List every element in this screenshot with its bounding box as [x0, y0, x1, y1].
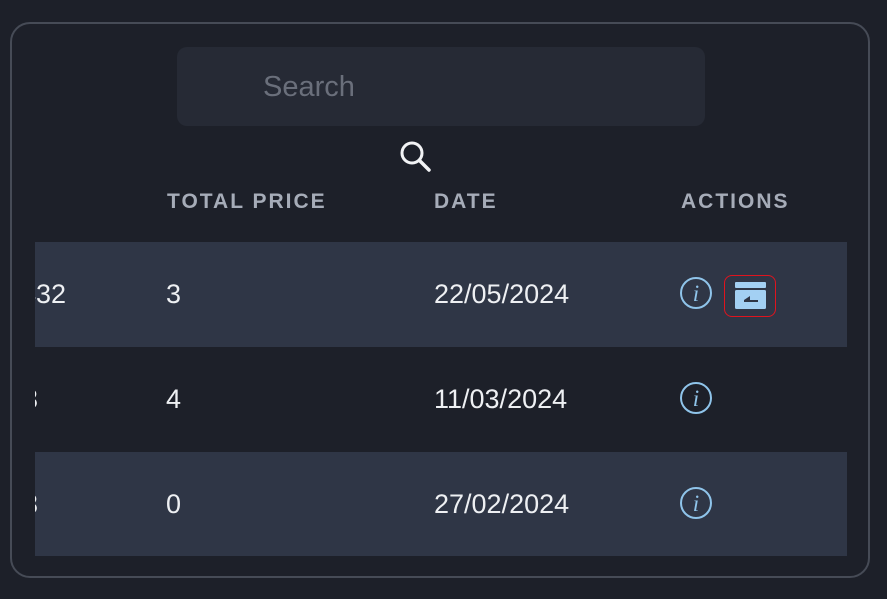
cell-total-price: 4 [166, 384, 182, 414]
info-icon[interactable]: i [680, 277, 712, 309]
cell-date: 22/05/2024 [434, 279, 570, 309]
orders-table: TOTAL PRICE DATE ACTIONS 432 3 22/05/202… [35, 170, 847, 556]
archive-button[interactable] [724, 275, 776, 317]
header-date[interactable]: DATE [434, 190, 498, 213]
table-row: 432 3 22/05/2024 i [35, 242, 847, 347]
cell-date: 27/02/2024 [434, 489, 570, 519]
cell-date: 11/03/2024 [434, 384, 568, 414]
cell-total-price: 0 [166, 489, 182, 519]
search-input[interactable] [261, 47, 685, 128]
cell-total-price: 3 [166, 279, 182, 309]
orders-card [10, 22, 870, 578]
info-icon[interactable]: i [680, 382, 712, 414]
header-actions: ACTIONS [681, 190, 790, 213]
header-total-price[interactable]: TOTAL PRICE [167, 190, 327, 213]
archive-icon [735, 282, 766, 309]
table-row: 3 0 27/02/2024 i [35, 452, 847, 556]
cell-id: 3 [35, 452, 38, 556]
cell-id: 432 [35, 279, 67, 309]
table-row: 3 4 11/03/2024 i [35, 347, 847, 452]
search-bar[interactable] [177, 47, 705, 172]
info-icon[interactable]: i [680, 487, 712, 519]
cell-id: 3 [35, 347, 38, 452]
